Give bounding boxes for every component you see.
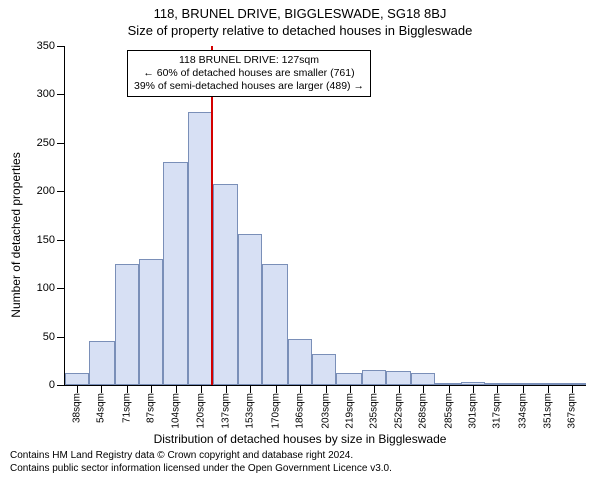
x-tick bbox=[151, 385, 152, 393]
y-tick bbox=[57, 337, 65, 338]
x-tick-label: 186sqm bbox=[294, 393, 305, 429]
x-tick-label: 38sqm bbox=[72, 393, 83, 423]
x-tick bbox=[523, 385, 524, 393]
x-tick-label: 285sqm bbox=[443, 393, 454, 429]
x-tick bbox=[548, 385, 549, 393]
x-tick bbox=[201, 385, 202, 393]
x-tick bbox=[399, 385, 400, 393]
y-axis-label: Number of detached properties bbox=[9, 152, 23, 317]
x-tick bbox=[423, 385, 424, 393]
histogram-bar bbox=[312, 354, 336, 385]
attribution-line-1: Contains HM Land Registry data © Crown c… bbox=[10, 450, 594, 463]
x-tick bbox=[572, 385, 573, 393]
attribution-line-2: Contains public sector information licen… bbox=[10, 463, 594, 476]
histogram-bar bbox=[411, 373, 435, 385]
histogram-bar bbox=[115, 264, 139, 385]
x-tick bbox=[276, 385, 277, 393]
x-tick-label: 252sqm bbox=[394, 393, 405, 429]
histogram-bar bbox=[163, 162, 189, 385]
histogram-bar bbox=[238, 234, 262, 385]
chart-title-main: 118, BRUNEL DRIVE, BIGGLESWADE, SG18 8BJ bbox=[6, 6, 594, 21]
x-tick bbox=[473, 385, 474, 393]
x-axis-label: Distribution of detached houses by size … bbox=[6, 432, 594, 446]
x-tick bbox=[250, 385, 251, 393]
x-tick-label: 87sqm bbox=[145, 393, 156, 423]
x-tick-label: 367sqm bbox=[567, 393, 578, 429]
x-tick-label: 137sqm bbox=[221, 393, 232, 429]
annotation-line-1: 118 BRUNEL DRIVE: 127sqm bbox=[134, 54, 364, 67]
annotation-box: 118 BRUNEL DRIVE: 127sqm ← 60% of detach… bbox=[127, 50, 371, 97]
x-tick-label: 104sqm bbox=[171, 393, 182, 429]
x-tick bbox=[77, 385, 78, 393]
x-tick-label: 235sqm bbox=[368, 393, 379, 429]
chart-title-sub: Size of property relative to detached ho… bbox=[6, 23, 594, 38]
y-tick bbox=[57, 46, 65, 47]
histogram-bar bbox=[288, 339, 312, 385]
y-tick bbox=[57, 143, 65, 144]
x-tick bbox=[300, 385, 301, 393]
x-tick-label: 334sqm bbox=[517, 393, 528, 429]
x-tick-label: 219sqm bbox=[344, 393, 355, 429]
y-tick-label: 50 bbox=[43, 331, 55, 343]
x-tick-label: 317sqm bbox=[492, 393, 503, 429]
y-tick-label: 200 bbox=[37, 185, 55, 197]
histogram-bar bbox=[386, 371, 412, 385]
plot-area: 05010015020025030035038sqm54sqm71sqm87sq… bbox=[64, 46, 586, 386]
y-tick bbox=[57, 191, 65, 192]
y-tick-label: 300 bbox=[37, 88, 55, 100]
y-tick bbox=[57, 385, 65, 386]
attribution: Contains HM Land Registry data © Crown c… bbox=[6, 450, 594, 475]
x-tick bbox=[350, 385, 351, 393]
y-tick bbox=[57, 288, 65, 289]
x-tick-label: 351sqm bbox=[543, 393, 554, 429]
histogram-bar bbox=[65, 373, 89, 385]
x-tick-label: 71sqm bbox=[121, 393, 132, 423]
histogram-bar bbox=[262, 264, 288, 385]
annotation-line-2: ← 60% of detached houses are smaller (76… bbox=[134, 67, 364, 80]
x-tick-label: 120sqm bbox=[195, 393, 206, 429]
histogram-bar bbox=[362, 370, 386, 385]
y-tick-label: 250 bbox=[37, 137, 55, 149]
x-tick bbox=[374, 385, 375, 393]
y-tick-label: 0 bbox=[49, 379, 55, 391]
x-tick bbox=[127, 385, 128, 393]
x-tick bbox=[226, 385, 227, 393]
y-tick bbox=[57, 240, 65, 241]
histogram-bar bbox=[336, 373, 362, 385]
x-tick bbox=[101, 385, 102, 393]
y-tick-label: 150 bbox=[37, 234, 55, 246]
y-tick bbox=[57, 94, 65, 95]
x-tick bbox=[497, 385, 498, 393]
x-tick-label: 203sqm bbox=[320, 393, 331, 429]
histogram-bar bbox=[213, 184, 239, 385]
y-tick-label: 100 bbox=[37, 282, 55, 294]
x-tick-label: 153sqm bbox=[245, 393, 256, 429]
chart-container: 118, BRUNEL DRIVE, BIGGLESWADE, SG18 8BJ… bbox=[0, 0, 600, 500]
x-tick bbox=[176, 385, 177, 393]
histogram-bar bbox=[188, 112, 212, 385]
chart-wrap: Number of detached properties 0501001502… bbox=[6, 40, 594, 430]
x-tick-label: 54sqm bbox=[96, 393, 107, 423]
x-tick bbox=[326, 385, 327, 393]
annotation-line-3: 39% of semi-detached houses are larger (… bbox=[134, 80, 364, 93]
histogram-bar bbox=[139, 259, 163, 385]
histogram-bar bbox=[89, 341, 115, 385]
x-tick-label: 268sqm bbox=[418, 393, 429, 429]
y-tick-label: 350 bbox=[37, 40, 55, 52]
x-tick bbox=[449, 385, 450, 393]
x-tick-label: 301sqm bbox=[468, 393, 479, 429]
x-tick-label: 170sqm bbox=[270, 393, 281, 429]
